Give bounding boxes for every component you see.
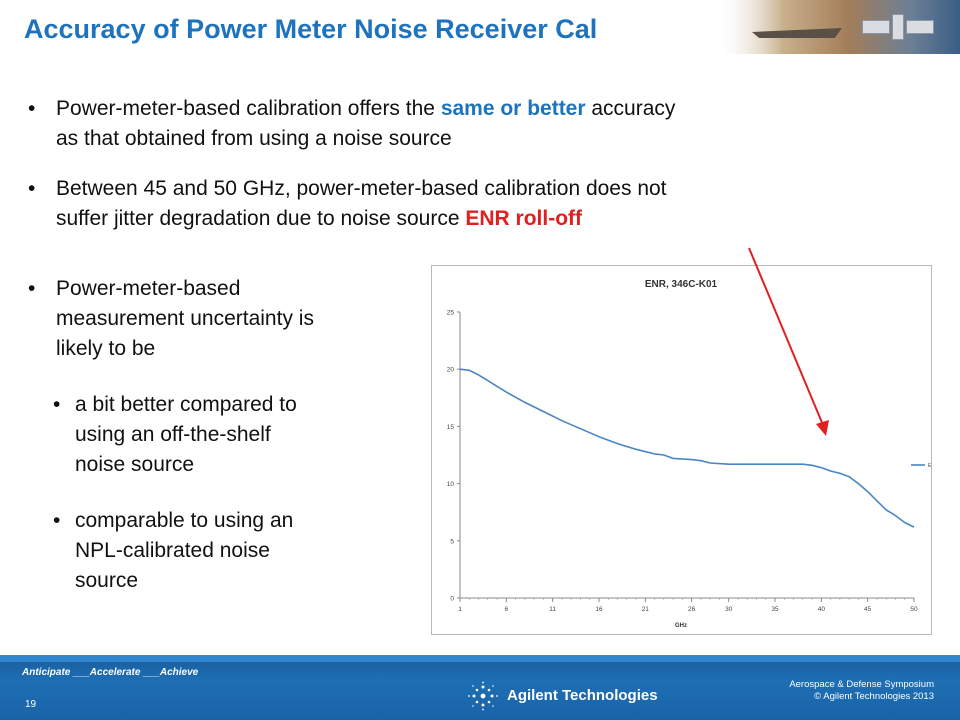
sub-bullet-2-line-1: comparable to using an (75, 509, 294, 532)
x-tick-label: 11 (549, 606, 556, 613)
bullet-1-text-end: accuracy (585, 97, 676, 120)
series-line-enr (459, 368, 915, 528)
x-tick-label: 1 (458, 606, 462, 613)
x-tick-label: 30 (725, 606, 733, 613)
enr-chart: ENR, 346C-K01 GHz 0 5 10 15 20 25 1 6 11 16 21 26 30… (431, 265, 940, 635)
slide-title: Accuracy of Power Meter Noise Receiver C… (24, 14, 598, 44)
footer-tagline: Anticipate ___Accelerate ___Achieve (22, 667, 199, 678)
bullet-dot: • (28, 97, 36, 120)
bullet-1-line-2: as that obtained from using a noise sour… (56, 127, 452, 150)
x-tick-label: 16 (595, 606, 603, 613)
sub-bullet-2-line-2: NPL-calibrated noise (75, 539, 270, 562)
ship-silhouette (752, 28, 842, 38)
bullet-3-line-3: likely to be (56, 337, 156, 360)
copyright: © Agilent Technologies 2013 (814, 691, 934, 702)
x-tick-label: 26 (688, 606, 696, 613)
bullet-2-text: suffer jitter degradation due to noise s… (56, 207, 466, 230)
bullet-1-text: Power-meter-based calibration offers the (56, 97, 441, 120)
bullet-1-highlight: same or better (440, 97, 586, 120)
y-tick-label: 20 (447, 367, 455, 374)
x-tick-label: 35 (771, 606, 779, 613)
x-tick-label: 45 (864, 606, 872, 613)
bullet-2: • Between 45 and 50 GHz, power-meter-bas… (28, 174, 936, 234)
bullet-3-line-1: Power-meter-based (56, 277, 241, 300)
x-tick-label: 40 (818, 606, 826, 613)
bullet-3-line-2: measurement uncertainty is (56, 307, 314, 330)
bullet-2-highlight: ENR roll-off (465, 207, 583, 230)
y-tick-label: 10 (447, 481, 455, 488)
bullet-dot: • (53, 509, 61, 532)
bullet-dot: • (28, 177, 36, 200)
chart-lines (459, 368, 915, 528)
y-tick-label: 15 (447, 424, 455, 431)
x-tick-label: 6 (505, 606, 509, 613)
footer-bar: Anticipate ___Accelerate ___Achieve 19 A… (0, 655, 960, 720)
bullet-3: • Power-meter-based measurement uncertai… (28, 274, 426, 364)
chart-title: ENR, 346C-K01 (645, 279, 718, 290)
bullet-dot: • (28, 277, 36, 300)
sub-bullet-2-line-3: source (75, 569, 139, 592)
sub-bullet-1-line-2: using an off-the-shelf (75, 423, 271, 446)
sub-bullet-1-line-1: a bit better compared to (75, 393, 297, 416)
event-name: Aerospace & Defense Symposium (789, 679, 934, 690)
chart-legend: ENR (911, 463, 940, 469)
spark-icon (468, 681, 498, 711)
page-number: 19 (25, 699, 37, 710)
bullet-dot: • (53, 393, 61, 416)
sub-bullet-1: • a bit better compared to using an off-… (53, 390, 415, 480)
chart-axes (459, 312, 914, 599)
event-info: Aerospace & Defense Symposium © Agilent … (789, 679, 934, 703)
y-tick-label: 5 (450, 538, 454, 545)
bullet-1: • Power-meter-based calibration offers t… (28, 94, 936, 154)
y-tick-label: 0 (450, 596, 454, 603)
x-tick-label: 50 (910, 606, 918, 613)
chart-x-axis-label: GHz (675, 623, 687, 629)
agilent-logo: Agilent Technologies (465, 681, 665, 711)
brand-name: Agilent Technologies (507, 687, 658, 704)
sub-bullet-2: • comparable to using an NPL-calibrated … (53, 506, 415, 596)
legend-label: ENR (928, 463, 931, 469)
bullet-2-line-1: Between 45 and 50 GHz, power-meter-based… (56, 177, 667, 200)
header-banner-image (712, 0, 960, 54)
x-tick-label: 21 (642, 606, 650, 613)
sub-bullet-1-line-3: noise source (75, 453, 195, 476)
y-tick-label: 25 (447, 310, 455, 317)
satellite-image (862, 8, 934, 44)
